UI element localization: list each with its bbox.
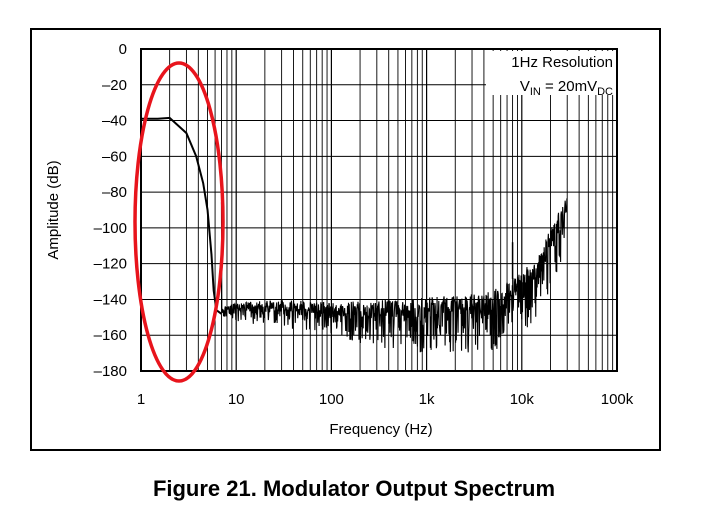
series-noise-floor <box>220 198 568 353</box>
figure-caption: Figure 21. Modulator Output Spectrum <box>152 476 556 501</box>
y-tick-label: –40 <box>102 113 127 130</box>
annotation-part: V <box>520 78 530 95</box>
annotation-line2: VIN = 20mVDC <box>520 78 613 98</box>
annotation-part: = 20mV <box>541 78 597 95</box>
x-tick-label: 100k <box>601 391 634 408</box>
chart-frame <box>30 28 661 451</box>
y-tick-label: –20 <box>102 77 127 94</box>
plot-area <box>140 48 618 372</box>
modulator-spectrum-chart: 0 –20 –40 –60 –80 –100 –120 –140 –160 –180 1 10 100 1… <box>45 41 634 438</box>
highlight-ellipse <box>133 61 225 383</box>
x-tick-label: 100 <box>319 391 344 408</box>
annotation-part: DC <box>597 86 613 98</box>
series-rolloff <box>141 116 223 315</box>
x-tick-label: 10 <box>228 391 245 408</box>
y-tick-label: 0 <box>119 41 127 58</box>
annotation-box <box>486 51 616 95</box>
y-tick-label: –60 <box>102 148 127 165</box>
y-tick-label: –140 <box>94 291 127 308</box>
x-tick-label: 1k <box>419 391 435 408</box>
x-tick-label: 10k <box>510 391 535 408</box>
y-tick-label: –80 <box>102 184 127 201</box>
annotation-line1: 1Hz Resolution <box>511 54 613 71</box>
x-axis-label: Frequency (Hz) <box>329 421 432 438</box>
y-tick-label: –100 <box>94 220 127 237</box>
y-tick-label: –180 <box>94 363 127 380</box>
y-axis-label: Amplitude (dB) <box>45 160 62 259</box>
y-tick-label: –120 <box>94 256 127 273</box>
y-tick-label: –160 <box>94 327 127 344</box>
annotation-part: IN <box>530 86 541 98</box>
x-tick-label: 1 <box>137 391 145 408</box>
